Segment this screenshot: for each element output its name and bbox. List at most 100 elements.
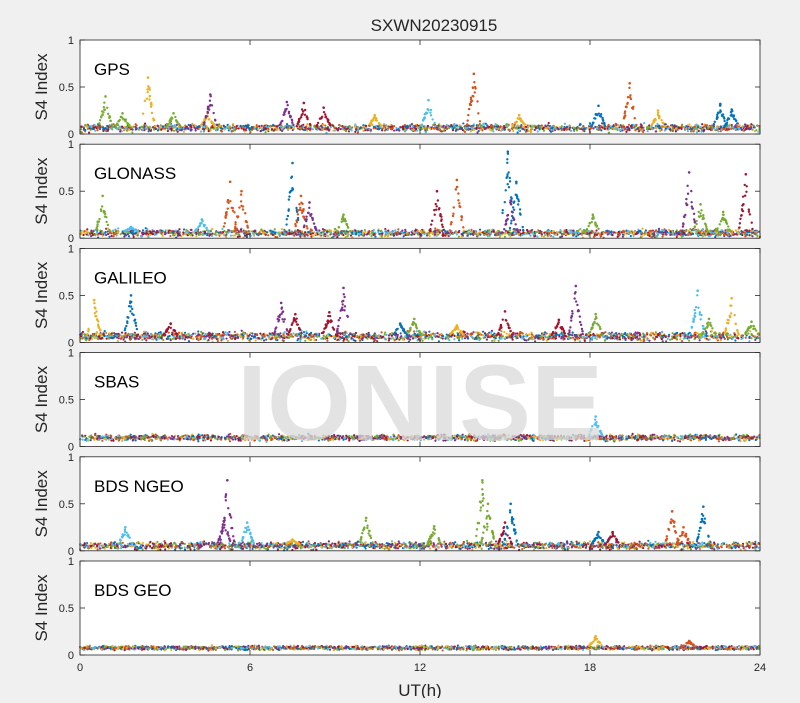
data-point <box>211 228 213 230</box>
data-point <box>232 123 234 125</box>
data-point <box>179 231 181 233</box>
spike-point <box>474 91 476 93</box>
spike-point <box>714 121 716 123</box>
data-point <box>577 127 579 129</box>
data-point <box>190 126 192 128</box>
spike-point <box>459 206 461 208</box>
data-point <box>152 233 154 235</box>
data-point <box>452 233 454 235</box>
spike-point <box>429 230 431 232</box>
data-point <box>160 126 162 128</box>
spike-point <box>148 87 150 89</box>
data-point <box>415 128 417 130</box>
spike-point <box>284 230 286 232</box>
data-point <box>423 231 425 233</box>
spike-point <box>735 119 737 121</box>
data-point <box>436 128 438 130</box>
data-point <box>281 228 283 230</box>
data-point <box>127 233 129 235</box>
data-point <box>149 230 151 232</box>
data-point <box>355 233 357 235</box>
data-point <box>200 130 202 132</box>
spike-point <box>519 208 521 210</box>
data-point <box>537 231 539 233</box>
spike-point <box>515 194 517 196</box>
data-point <box>746 126 748 128</box>
data-point <box>550 129 552 131</box>
spike-point <box>513 228 515 230</box>
spike-peak <box>456 179 459 182</box>
data-point <box>90 125 92 127</box>
spike-point <box>517 118 519 120</box>
data-point <box>721 128 723 130</box>
data-point <box>258 231 260 233</box>
spike-point <box>300 201 302 203</box>
data-point <box>608 132 610 134</box>
data-point <box>582 130 584 132</box>
data-point <box>128 235 130 237</box>
spike-peak <box>597 105 600 108</box>
data-point <box>229 128 231 130</box>
spike-point <box>657 114 659 116</box>
spike-point <box>506 162 508 164</box>
data-point <box>327 235 329 237</box>
spike-point <box>212 112 214 114</box>
data-point <box>204 232 206 234</box>
data-point <box>117 231 119 233</box>
data-point <box>650 232 652 234</box>
data-point <box>322 228 324 230</box>
data-point <box>387 230 389 232</box>
spike-point <box>719 223 721 225</box>
spike-point <box>96 225 98 227</box>
spike-point <box>736 122 738 124</box>
data-point <box>96 125 98 127</box>
data-point <box>342 234 344 236</box>
spike-point <box>288 198 290 200</box>
data-point <box>648 124 650 126</box>
data-point <box>267 234 269 236</box>
spike-point <box>441 223 443 225</box>
data-point <box>129 339 131 341</box>
data-point <box>696 131 698 133</box>
spike-point <box>289 116 291 118</box>
data-point <box>687 130 689 132</box>
data-point <box>126 129 128 131</box>
data-point <box>633 231 635 233</box>
data-point <box>239 231 241 233</box>
data-point <box>114 229 116 231</box>
data-point <box>448 232 450 234</box>
spike-peak <box>121 112 124 115</box>
spike-point <box>211 121 213 123</box>
data-point <box>274 232 276 234</box>
data-point <box>90 235 92 237</box>
data-point <box>310 233 312 235</box>
data-point <box>385 128 387 130</box>
data-point <box>340 232 342 234</box>
spike-point <box>338 226 340 228</box>
data-point <box>493 229 495 231</box>
data-point <box>701 123 703 125</box>
spike-point <box>625 106 627 108</box>
data-point <box>142 229 144 231</box>
spike-point <box>303 216 305 218</box>
data-point <box>600 235 602 237</box>
spike-point <box>301 113 303 115</box>
data-point <box>262 232 264 234</box>
data-point <box>109 126 111 128</box>
data-point <box>450 124 452 126</box>
spike-point <box>298 203 300 205</box>
data-point <box>741 232 743 234</box>
data-point <box>619 129 621 131</box>
spike-peak <box>719 103 722 106</box>
data-point <box>162 127 164 129</box>
spike-point <box>726 122 728 124</box>
data-point <box>751 129 753 131</box>
data-point <box>746 233 748 235</box>
data-point <box>504 236 506 238</box>
data-point <box>193 126 195 128</box>
data-point <box>368 128 370 130</box>
data-point <box>317 230 319 232</box>
spike-peak <box>286 101 289 104</box>
spike-point <box>236 216 238 218</box>
data-point <box>90 230 92 232</box>
